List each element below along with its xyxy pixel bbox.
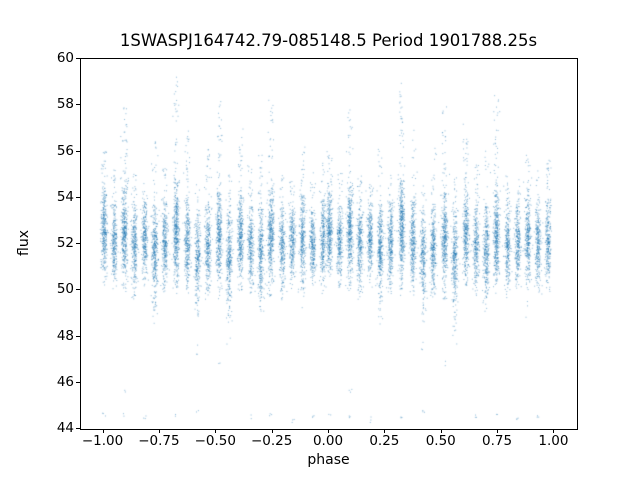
y-tick-label: 48 xyxy=(56,327,74,344)
x-tick-label: −0.25 xyxy=(250,433,293,449)
y-tick-label: 58 xyxy=(56,96,74,113)
y-tick-label: 60 xyxy=(56,50,74,66)
y-tick-mark xyxy=(76,58,80,59)
x-tick-mark xyxy=(271,429,273,433)
x-tick-mark xyxy=(384,429,386,433)
x-tick-label: −0.75 xyxy=(138,433,180,449)
x-tick-mark xyxy=(497,429,499,433)
x-tick-mark xyxy=(328,429,329,433)
y-tick-label: 54 xyxy=(56,188,74,205)
y-tick-mark xyxy=(76,196,80,198)
x-tick-label: 1.00 xyxy=(538,433,569,449)
y-tick-mark xyxy=(76,335,80,337)
x-tick-label: 0.00 xyxy=(312,433,344,449)
chart-title: 1SWASPJ164742.79-085148.5 Period 1901788… xyxy=(119,31,538,50)
y-tick-label: 50 xyxy=(56,281,74,298)
x-tick-label: −1.00 xyxy=(81,433,124,449)
x-tick-mark xyxy=(440,429,442,433)
x-tick-label: 0.25 xyxy=(369,433,400,449)
scatter-points xyxy=(80,58,576,428)
x-tick-mark xyxy=(102,429,104,433)
x-tick-mark xyxy=(215,429,217,433)
y-tick-mark xyxy=(76,243,80,244)
x-tick-label: −0.50 xyxy=(194,433,236,449)
x-tick-mark xyxy=(553,429,555,433)
x-tick-mark xyxy=(158,429,160,433)
y-tick-mark xyxy=(76,428,80,429)
y-tick-mark xyxy=(76,289,80,291)
x-tick-label: 0.75 xyxy=(482,433,513,449)
y-tick-mark xyxy=(76,150,80,152)
y-tick-label: 46 xyxy=(56,373,74,390)
x-tick-label: 0.50 xyxy=(425,433,456,449)
x-axis-label: phase xyxy=(307,452,350,468)
y-tick-label: 52 xyxy=(56,235,74,251)
y-tick-label: 44 xyxy=(56,420,74,436)
y-tick-label: 56 xyxy=(56,142,74,159)
y-tick-mark xyxy=(76,381,80,383)
y-axis-label: flux xyxy=(16,230,32,256)
y-tick-mark xyxy=(76,104,80,106)
